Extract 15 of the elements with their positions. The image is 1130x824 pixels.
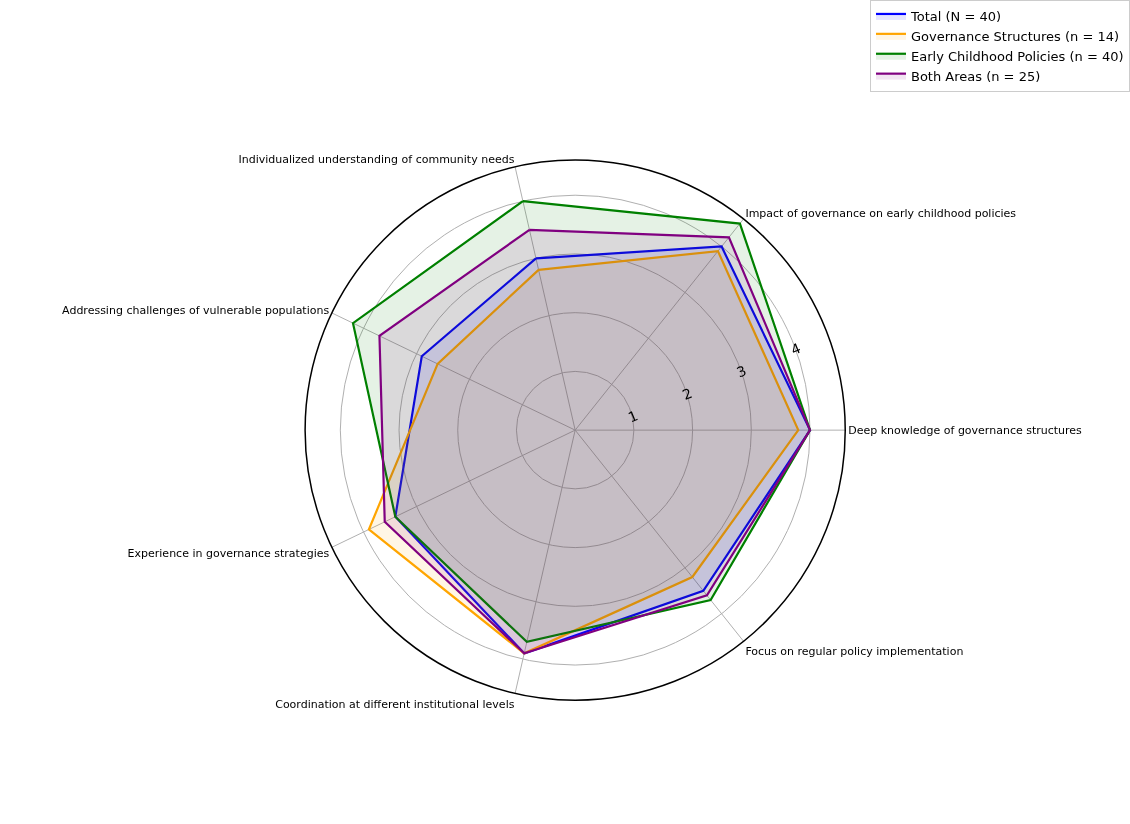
legend-label: Both Areas (n = 25) (911, 68, 1041, 84)
y-tick-label: 3 (734, 362, 749, 381)
y-tick-label: 1 (625, 407, 641, 426)
spoke-label: Deep knowledge of governance structures (848, 423, 1083, 437)
spoke-label: Impact of governance on early childhood policies (745, 207, 1017, 221)
legend-label: Total (N = 40) (910, 9, 1002, 25)
spoke-label: Addressing challenges of vulnerable populations (62, 304, 330, 318)
y-tick-label: 4 (788, 339, 804, 359)
legend-label: Early Childhood Policies (n = 40) (911, 48, 1124, 64)
spoke-label: Focus on regular policy implementation (745, 644, 964, 658)
spoke-label: Coordination at different institutional levels (275, 697, 515, 711)
y-tick-label: 2 (680, 384, 695, 404)
spoke-label: Experience in governance strategies (127, 546, 330, 560)
legend-label: Governance Structures (n = 14) (911, 28, 1120, 44)
spoke-label: Individualized understanding of community needs (238, 152, 515, 166)
